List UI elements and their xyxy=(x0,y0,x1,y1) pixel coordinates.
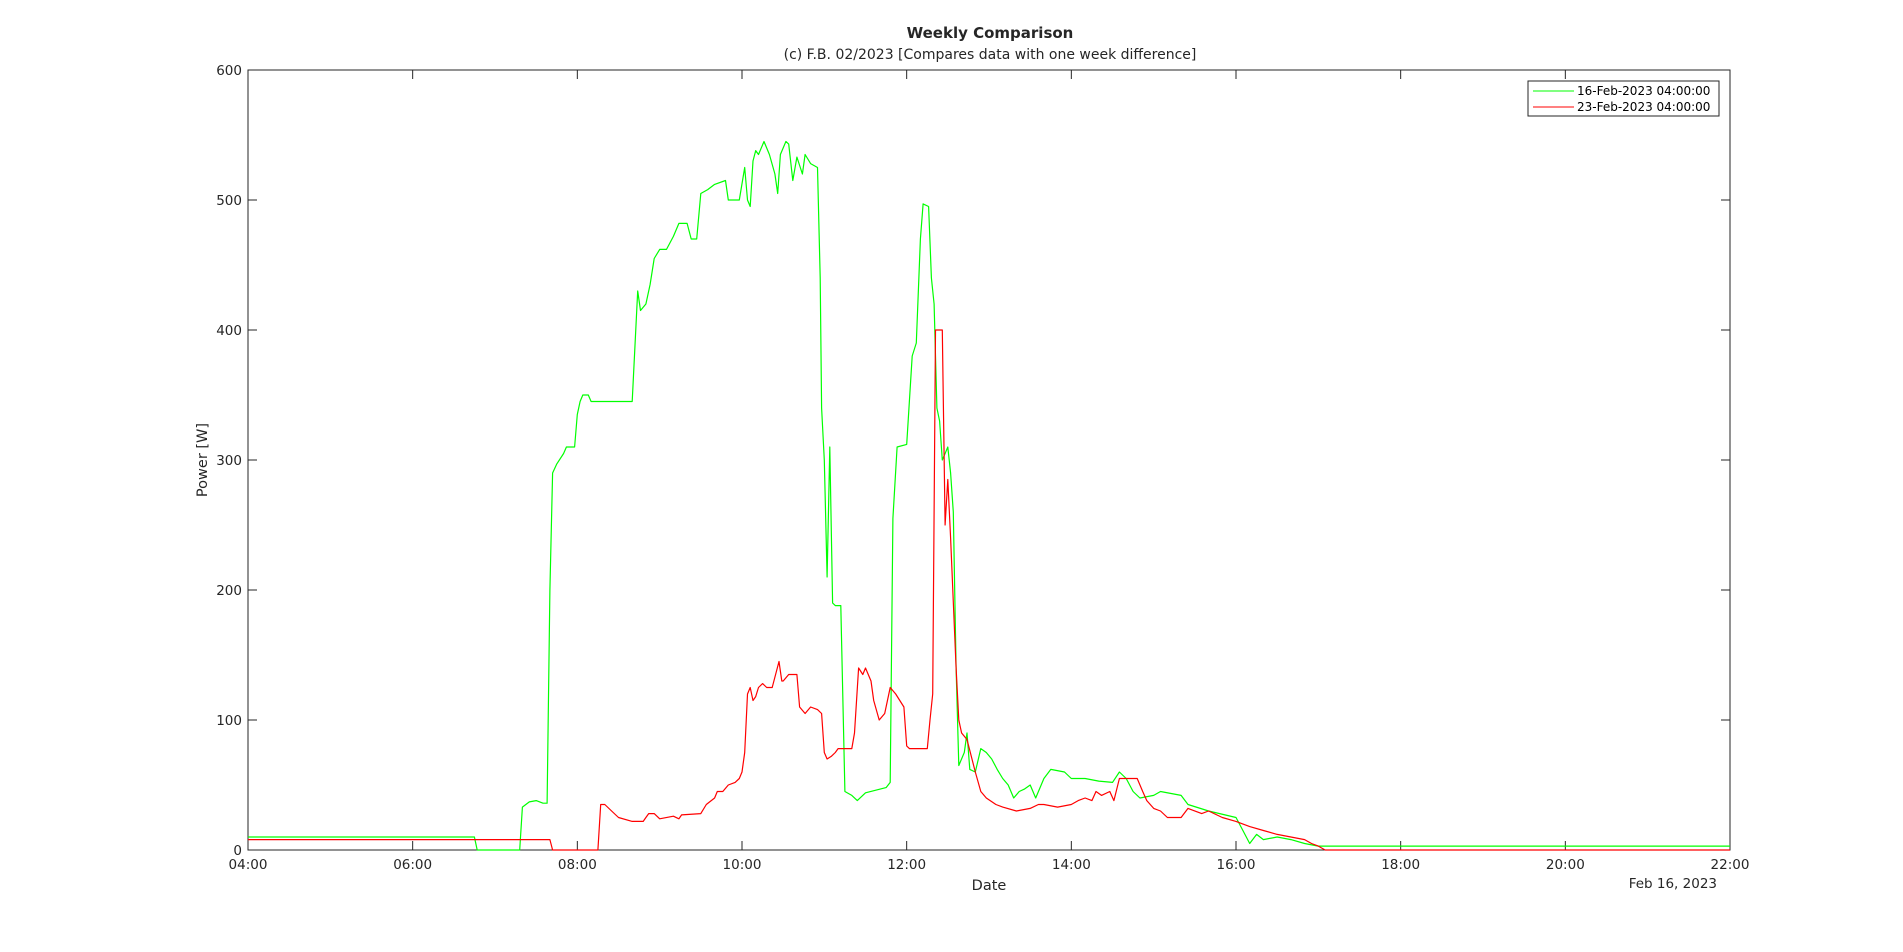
x-axis-label: Date xyxy=(972,878,1007,894)
legend-label-series-1: 16-Feb-2023 04:00:00 xyxy=(1577,84,1710,98)
x-tick-label: 04:00 xyxy=(229,857,268,873)
y-tick-label: 200 xyxy=(216,583,242,599)
chart-subtitle: (c) F.B. 02/2023 [Compares data with one… xyxy=(784,47,1197,63)
y-tick-label: 100 xyxy=(216,713,242,729)
x-tick-label: 12:00 xyxy=(887,857,926,873)
plot-area: 04:00 06:00 08:00 10:00 12:00 14:00 16:00 18:00… xyxy=(216,63,1749,873)
plot-frame xyxy=(247,69,1731,851)
x-tick-label: 22:00 xyxy=(1711,857,1750,873)
series-line-2 xyxy=(248,329,1730,851)
series-layer xyxy=(248,140,1730,851)
y-tick-label: 300 xyxy=(216,453,242,469)
y-tick-label: 400 xyxy=(216,323,242,339)
y-tick-label: 600 xyxy=(216,63,242,79)
x-tick-label: 10:00 xyxy=(723,857,762,873)
x-tick-label: 06:00 xyxy=(393,857,432,873)
legend-box xyxy=(1527,80,1720,117)
date-label: Feb 16, 2023 xyxy=(1629,876,1717,892)
x-tick-label: 16:00 xyxy=(1217,857,1256,873)
x-tick-label: 18:00 xyxy=(1381,857,1420,873)
y-tick-label: 0 xyxy=(233,843,242,859)
chart-title: Weekly Comparison xyxy=(907,24,1074,42)
x-tick-label: 08:00 xyxy=(558,857,597,873)
axis-ticks: 04:00 06:00 08:00 10:00 12:00 14:00 16:00 18:00… xyxy=(216,63,1749,873)
y-tick-label: 500 xyxy=(216,193,242,209)
x-tick-label: 14:00 xyxy=(1052,857,1091,873)
series-line-1 xyxy=(248,140,1730,851)
x-tick-label: 20:00 xyxy=(1546,857,1585,873)
y-axis-label: Power [W] xyxy=(195,423,211,497)
legend-label-series-2: 23-Feb-2023 04:00:00 xyxy=(1577,100,1710,114)
legend: 16-Feb-2023 04:00:00 23-Feb-2023 04:00:0… xyxy=(1527,80,1720,117)
